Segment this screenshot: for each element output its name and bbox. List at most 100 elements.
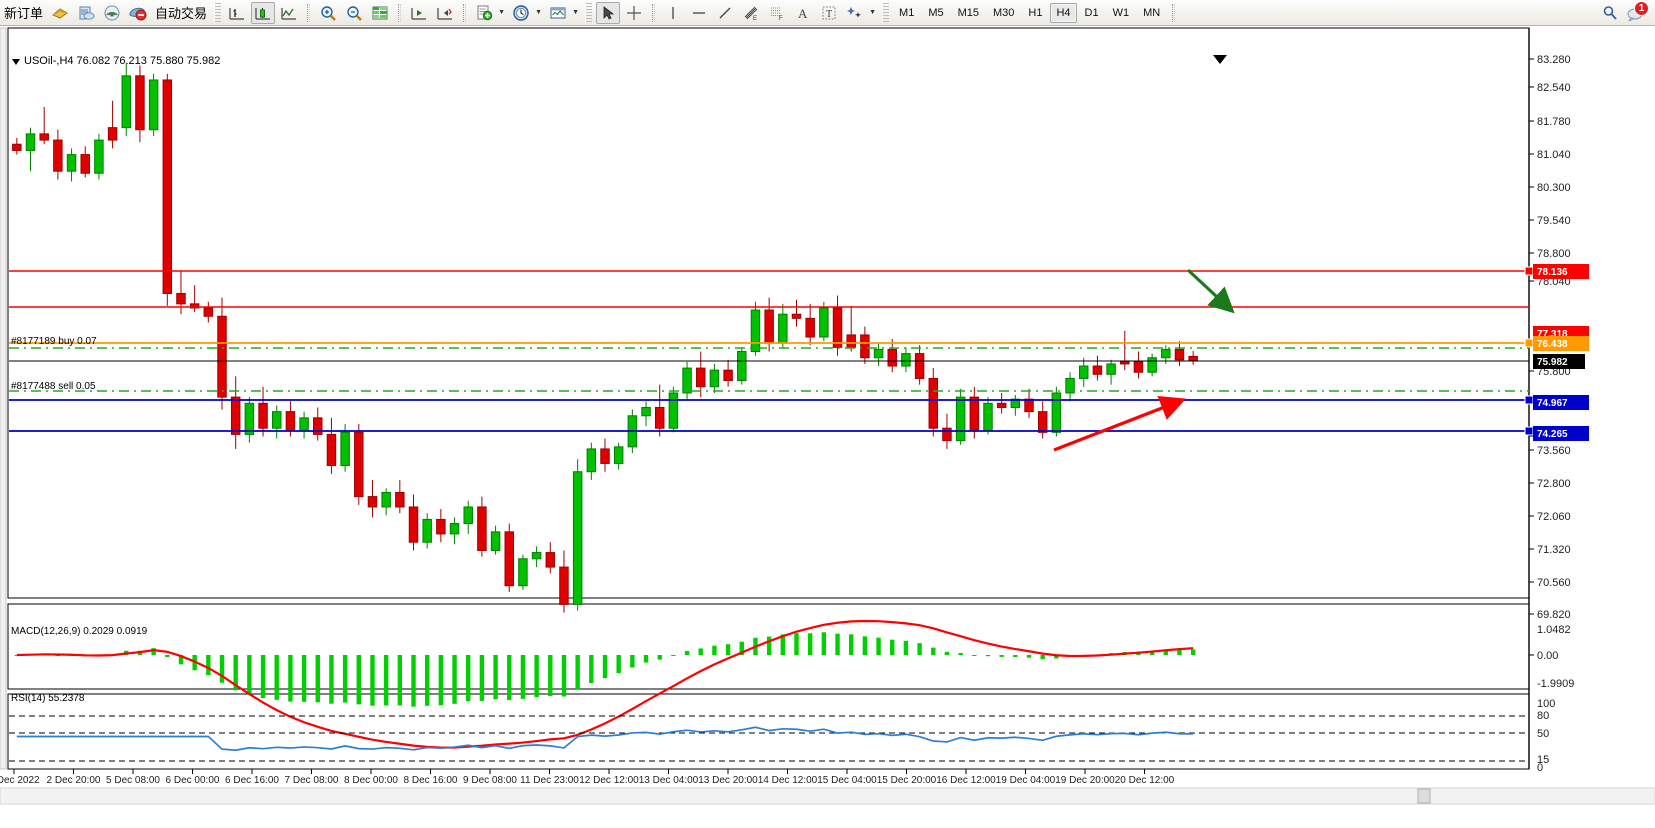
autotrade-button[interactable]: 自动交易: [155, 6, 208, 21]
chevron-down-icon[interactable]: [12, 59, 20, 65]
toolbar-grip[interactable]: [214, 2, 222, 23]
sell-order-label: #8177488 sell 0.05: [11, 381, 96, 392]
fibonacci-icon[interactable]: F: [765, 2, 789, 24]
equidistant-channel-icon[interactable]: E: [739, 2, 763, 24]
macd-histogram-bar: [151, 648, 156, 655]
timeframe-d1[interactable]: D1: [1084, 6, 1099, 19]
timeframe-m1[interactable]: M1: [899, 6, 915, 19]
macd-histogram-bar: [1013, 655, 1018, 658]
chevron-down-icon[interactable]: ▼: [572, 9, 579, 16]
time-tick-label: 13 Dec 20:00: [698, 775, 758, 786]
new-order-button[interactable]: 新订单: [4, 6, 44, 21]
candle-body: [955, 396, 966, 442]
chevron-down-icon[interactable]: ▼: [498, 9, 505, 16]
price-tick: 72.060: [1529, 511, 1571, 523]
macd-pane[interactable]: MACD(12,26,9) 0.2029 0.0919 1.0482 0.00 …: [11, 619, 1574, 749]
line-chart-icon[interactable]: [277, 2, 301, 24]
macd-tick-label: 1.0482: [1537, 624, 1571, 636]
save-icon[interactable]: [48, 2, 72, 24]
scrollbar-thumb[interactable]: [1417, 788, 1431, 804]
buy-order-line[interactable]: 76.438 #8177189 buy 0.07: [9, 336, 1589, 351]
level-resistance-upper[interactable]: 78.136: [9, 264, 1589, 279]
cursor-icon[interactable]: [596, 1, 621, 24]
price-tick: 83.280: [1529, 54, 1571, 66]
text-icon[interactable]: A: [791, 2, 815, 24]
toolbar-grip[interactable]: [585, 2, 593, 23]
broadcast-icon[interactable]: [100, 2, 124, 24]
rsi-line: [16, 726, 1194, 752]
chart-canvas[interactable]: 83.280 82.540 81.780 81.040 80.300 79.54…: [0, 26, 1655, 828]
add-indicator-icon[interactable]: [472, 2, 496, 24]
candle-body: [750, 309, 761, 353]
candle-body: [299, 417, 309, 431]
timeframe-h1[interactable]: H1: [1028, 6, 1043, 19]
text-label-icon[interactable]: T: [817, 2, 841, 24]
alerts-icon[interactable]: 1: [1623, 0, 1649, 24]
macd-histogram-bar: [835, 633, 840, 655]
zoom-in-icon[interactable]: [316, 2, 340, 24]
up-arrow-annotation[interactable]: [1053, 396, 1186, 452]
time-axis[interactable]: 1 Dec 2022 2 Dec 20:00 5 Dec 08:00 6 Dec 00…: [0, 769, 1175, 786]
chart-container[interactable]: 83.280 82.540 81.780 81.040 80.300 79.54…: [0, 26, 1655, 828]
candle-body: [600, 448, 610, 464]
svg-text:E: E: [753, 16, 757, 22]
price-tick-label: 81.040: [1537, 149, 1571, 161]
macd-histogram-bar: [589, 655, 594, 683]
timeframe-m15[interactable]: M15: [957, 6, 979, 19]
search-icon[interactable]: [1598, 2, 1622, 24]
candle-body: [996, 402, 1007, 408]
candle-body: [477, 506, 487, 551]
candle-body: [709, 369, 720, 388]
macd-histogram-bar: [794, 633, 799, 655]
crosshair-icon[interactable]: [622, 2, 646, 24]
candle-body: [887, 348, 897, 367]
toolbar-separator: [307, 3, 311, 22]
price-tick-label: 80.300: [1537, 182, 1571, 194]
timeframe-w1[interactable]: W1: [1112, 6, 1130, 19]
timeframe-mn[interactable]: MN: [1143, 6, 1161, 19]
objects-icon[interactable]: [843, 2, 867, 24]
timeframe-m5[interactable]: M5: [928, 6, 944, 19]
toolbar-grip[interactable]: [882, 2, 890, 23]
current-price-line[interactable]: 75.982: [9, 354, 1585, 369]
rsi-pane[interactable]: RSI(14) 55.2378 100 80 50 15 0: [9, 693, 1555, 774]
candle-body: [518, 558, 528, 587]
macd-histogram-bar: [766, 636, 772, 655]
chevron-down-icon[interactable]: ▼: [869, 9, 876, 16]
auto-scroll-icon[interactable]: [433, 2, 457, 24]
candle-body: [860, 334, 870, 359]
autotrade-icon[interactable]: [126, 2, 150, 24]
chart-header[interactable]: USOil-,H4 76.082 76.213 75.880 75.982: [12, 55, 220, 67]
bar-chart-icon[interactable]: [225, 2, 249, 24]
level-support-lower[interactable]: 74.265: [9, 426, 1589, 441]
shift-end-icon[interactable]: [407, 2, 431, 24]
trendline-icon[interactable]: [713, 2, 737, 24]
zoom-out-icon[interactable]: [342, 2, 366, 24]
macd-histogram-bar: [1026, 655, 1032, 658]
upload-icon[interactable]: [74, 2, 98, 24]
down-arrow-annotation[interactable]: [1186, 268, 1235, 314]
chevron-down-icon[interactable]: ▼: [535, 9, 542, 16]
templates-icon[interactable]: [546, 2, 570, 24]
candle-body: [764, 309, 774, 344]
candle-body: [162, 79, 173, 294]
macd-histogram-bar: [684, 650, 690, 655]
candle-body: [217, 315, 227, 398]
hline-icon[interactable]: [687, 2, 711, 24]
sell-order-line[interactable]: #8177488 sell 0.05: [9, 381, 1529, 392]
macd-histogram-bar: [903, 640, 909, 655]
timeframe-m30[interactable]: M30: [993, 6, 1015, 19]
timeframe-h4[interactable]: H4: [1050, 2, 1077, 23]
vline-icon[interactable]: [661, 2, 685, 24]
price-tick: 81.780: [1529, 116, 1571, 128]
macd-histogram-bar: [575, 655, 580, 690]
candle-body: [641, 406, 651, 417]
horizontal-scrollbar[interactable]: [0, 787, 1655, 805]
data-window-icon[interactable]: [368, 2, 392, 24]
period-icon[interactable]: [509, 2, 533, 24]
left-gutter[interactable]: [0, 27, 7, 770]
macd-histogram-bar: [643, 655, 649, 663]
candlestick-icon[interactable]: [251, 1, 276, 24]
macd-histogram-bar: [397, 655, 403, 706]
level-support-upper[interactable]: 74.967: [9, 395, 1589, 410]
